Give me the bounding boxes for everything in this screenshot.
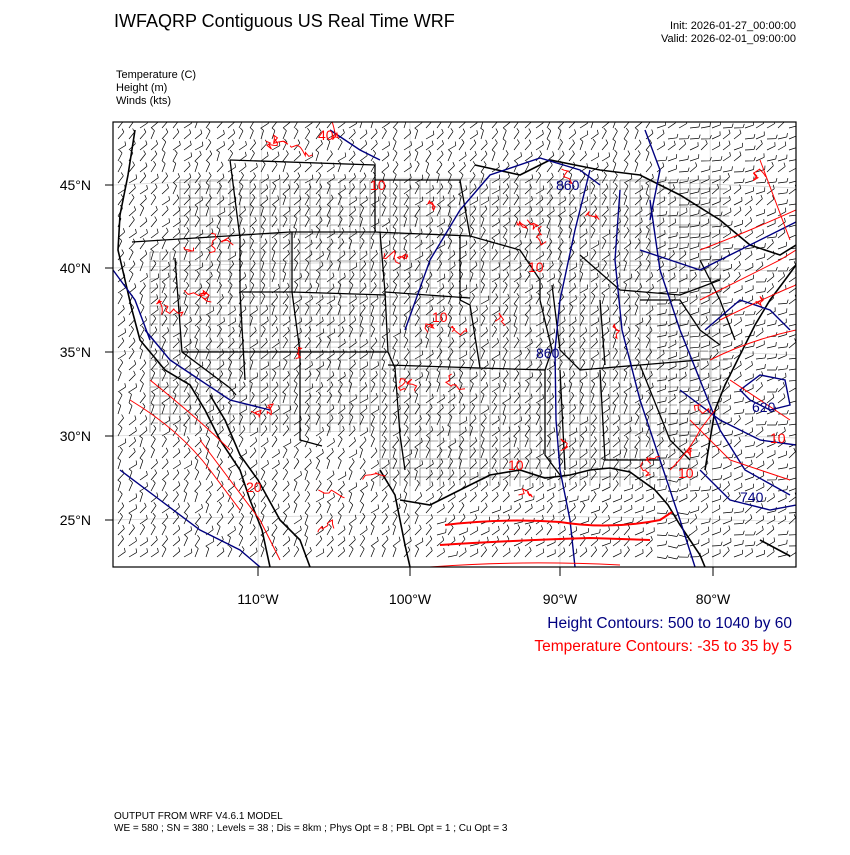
contour-labels: 860 860 620 740 40 10 10 10 10 10 10 20 [246, 127, 786, 505]
temp-label-1: 40 [318, 127, 334, 143]
axis-ticks [105, 184, 714, 576]
lat-label-25: 25°N [60, 512, 91, 528]
temperature-contour-squiggles [156, 122, 767, 533]
temp-label-6: 10 [770, 430, 786, 446]
height-contours [113, 129, 796, 567]
temperature-contours [129, 122, 796, 567]
temp-label-5: 10 [678, 465, 694, 481]
county-boundaries [149, 179, 730, 487]
temperature-contour-info: Temperature Contours: -35 to 35 by 5 [534, 638, 792, 655]
lon-label-110: 110°W [237, 591, 279, 607]
temp-label-4: 10 [508, 457, 524, 473]
height-label-2: 860 [536, 345, 560, 361]
graticule [113, 122, 796, 567]
state-boundaries [131, 159, 736, 476]
county-mesh [149, 179, 730, 487]
lon-label-100: 100°W [389, 591, 432, 607]
map-title: IWFAQRP Contiguous US Real Time WRF [114, 11, 455, 31]
legend-winds: Winds (kts) [116, 95, 171, 107]
map-layers: 860 860 620 740 40 10 10 10 10 10 10 20 [113, 122, 796, 567]
footer-config-line: WE = 580 ; SN = 380 ; Levels = 38 ; Dis … [114, 823, 508, 834]
legend-temperature: Temperature (C) [116, 69, 197, 81]
height-label-1: 860 [556, 177, 580, 193]
height-label-3: 620 [752, 399, 776, 415]
height-label-4: 740 [740, 489, 764, 505]
lat-label-45: 45°N [60, 177, 91, 193]
temp-label-8: 20 [246, 479, 262, 495]
legend-height: Height (m) [116, 82, 168, 94]
footer-model-line: OUTPUT FROM WRF V4.6.1 MODEL [114, 811, 283, 822]
temp-label-2: 10 [528, 259, 544, 275]
coastline [117, 129, 796, 567]
valid-time: Valid: 2026-02-01_09:00:00 [661, 33, 796, 45]
lat-label-35: 35°N [60, 344, 91, 360]
map-frame [112, 121, 797, 568]
temp-label-3: 10 [432, 309, 448, 325]
lon-label-80: 80°W [696, 591, 731, 607]
init-time: Init: 2026-01-27_00:00:00 [670, 20, 796, 32]
lon-label-90: 90°W [543, 591, 578, 607]
lat-label-40: 40°N [60, 260, 91, 276]
temp-label-7: 10 [370, 177, 386, 193]
lat-label-30: 30°N [60, 428, 91, 444]
height-contour-info: Height Contours: 500 to 1040 by 60 [547, 615, 792, 632]
